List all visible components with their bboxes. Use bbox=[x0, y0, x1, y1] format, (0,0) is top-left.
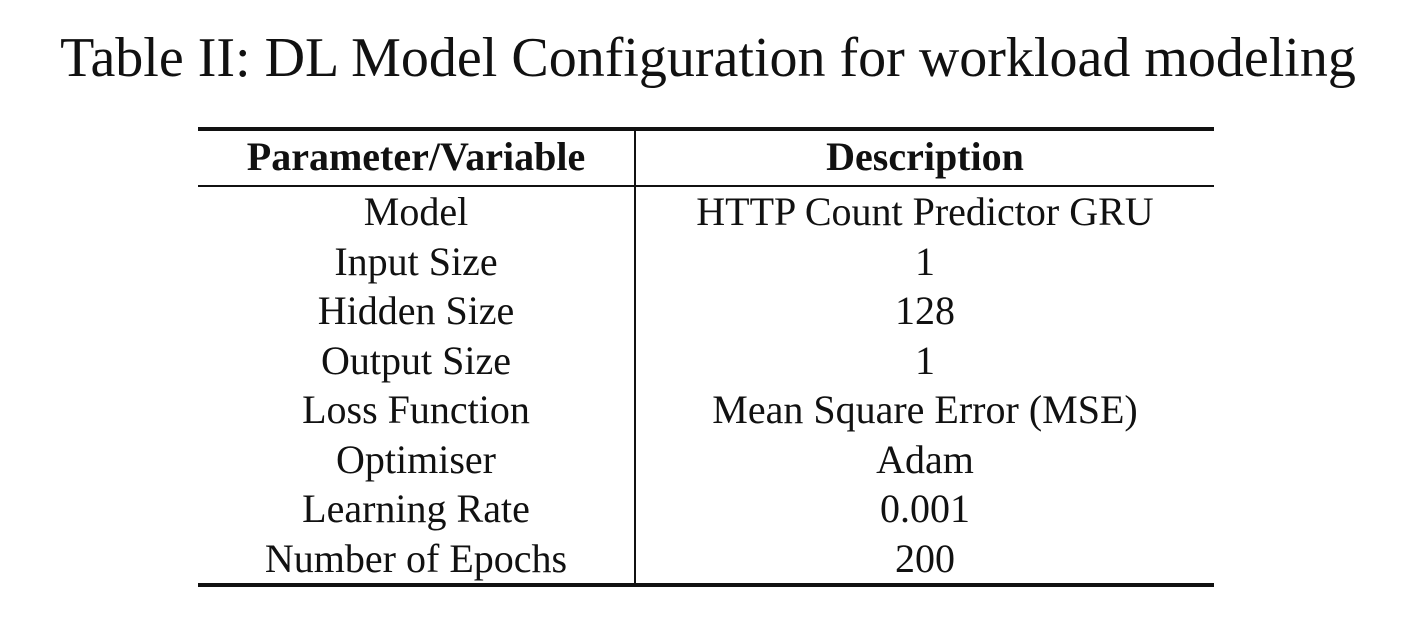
top-rule bbox=[198, 127, 1214, 131]
parameter-cell: Input Size bbox=[198, 236, 636, 286]
parameter-cell: Loss Function bbox=[198, 385, 636, 435]
table-row: Input Size 1 bbox=[198, 236, 1214, 286]
description-cell: Mean Square Error (MSE) bbox=[712, 387, 1138, 432]
table-row: Number of Epochs 200 bbox=[198, 533, 1214, 583]
column-header-description: Description bbox=[826, 134, 1024, 179]
parameter-cell: Learning Rate bbox=[198, 484, 636, 534]
description-cell: Adam bbox=[876, 436, 974, 482]
parameter-cell: Model bbox=[198, 187, 636, 237]
table-row: Optimiser Adam bbox=[198, 434, 1214, 484]
table-row: Model HTTP Count Predictor GRU bbox=[198, 187, 1214, 237]
table-row: Learning Rate 0.001 bbox=[198, 484, 1214, 534]
table-row: Loss Function Mean Square Error (MSE) bbox=[198, 385, 1214, 435]
table-row: Hidden Size 128 bbox=[198, 286, 1214, 336]
description-cell: 1 bbox=[915, 337, 935, 383]
parameter-cell: Optimiser bbox=[198, 434, 636, 484]
parameter-cell: Hidden Size bbox=[198, 286, 636, 336]
parameter-cell: Output Size bbox=[198, 335, 636, 385]
description-cell: HTTP Count Predictor GRU bbox=[696, 189, 1154, 234]
description-cell: 1 bbox=[915, 238, 935, 284]
column-header-parameter: Parameter/Variable bbox=[198, 131, 636, 185]
bottom-rule bbox=[198, 583, 1214, 587]
parameter-cell: Number of Epochs bbox=[198, 533, 636, 583]
table-header-row: Parameter/Variable Description bbox=[198, 131, 1214, 185]
description-cell: 0.001 bbox=[880, 486, 970, 531]
description-cell: 200 bbox=[895, 535, 955, 581]
description-cell: 128 bbox=[895, 288, 955, 333]
config-table: Parameter/Variable Description Model HTT… bbox=[198, 127, 1214, 587]
table-row: Output Size 1 bbox=[198, 335, 1214, 385]
table-caption: Table II: DL Model Configuration for wor… bbox=[60, 27, 1356, 89]
header-rule bbox=[198, 185, 1214, 187]
